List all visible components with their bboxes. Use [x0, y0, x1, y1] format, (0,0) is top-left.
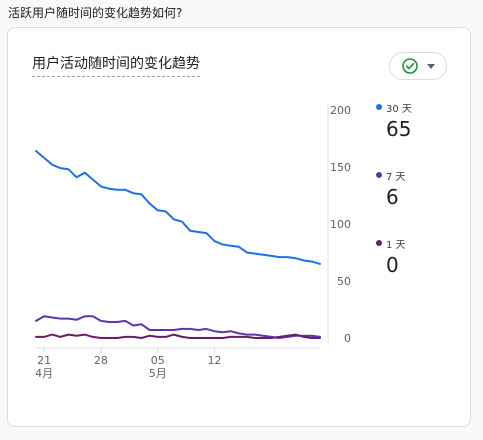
x-tick-label-28: 28	[94, 354, 108, 367]
caret-down-icon	[426, 63, 435, 69]
check-circle-icon	[401, 58, 418, 74]
legend-label-7-day: 7 天	[386, 171, 406, 183]
legend-value-30-day: 65	[386, 117, 412, 141]
status-dropdown-button[interactable]	[389, 52, 447, 80]
page-question: 活跃用户随时间的变化趋势如何?	[8, 6, 183, 20]
legend-item-30-day: 30 天 65	[376, 100, 412, 140]
card-title[interactable]: 用户活动随时间的变化趋势	[32, 53, 200, 77]
legend-label-1-day: 1 天	[386, 239, 406, 251]
x-tick-label-21: 21	[37, 354, 51, 367]
y-tick-label-0: 0	[344, 332, 351, 345]
legend-item-7-day: 7 天 6	[376, 168, 406, 208]
legend-value-7-day: 6	[386, 185, 399, 209]
x-tick-sublabel-05: 5月	[149, 367, 167, 380]
legend-label-30-day: 30 天	[386, 103, 412, 115]
series-line-2	[35, 333, 321, 339]
legend-value-1-day: 0	[386, 253, 399, 277]
legend-item-1-day: 1 天 0	[376, 236, 406, 276]
legend-dot-1-day	[376, 240, 382, 246]
user-activity-card: 用户活动随时间的变化趋势 0 50 100 150 200 21 4月 28 05 5月 12 30…	[7, 27, 471, 427]
y-tick-label-100: 100	[330, 218, 351, 231]
x-tick-label-12: 12	[208, 354, 222, 367]
series-line-0	[35, 150, 321, 265]
x-tick-label-05: 05	[151, 354, 165, 367]
x-tick-sublabel-21: 4月	[35, 367, 53, 380]
legend-dot-7-day	[376, 172, 382, 178]
y-tick-label-150: 150	[330, 161, 351, 174]
y-tick-label-200: 200	[330, 104, 351, 117]
legend-dot-30-day	[376, 104, 382, 110]
y-tick-label-50: 50	[337, 275, 351, 288]
